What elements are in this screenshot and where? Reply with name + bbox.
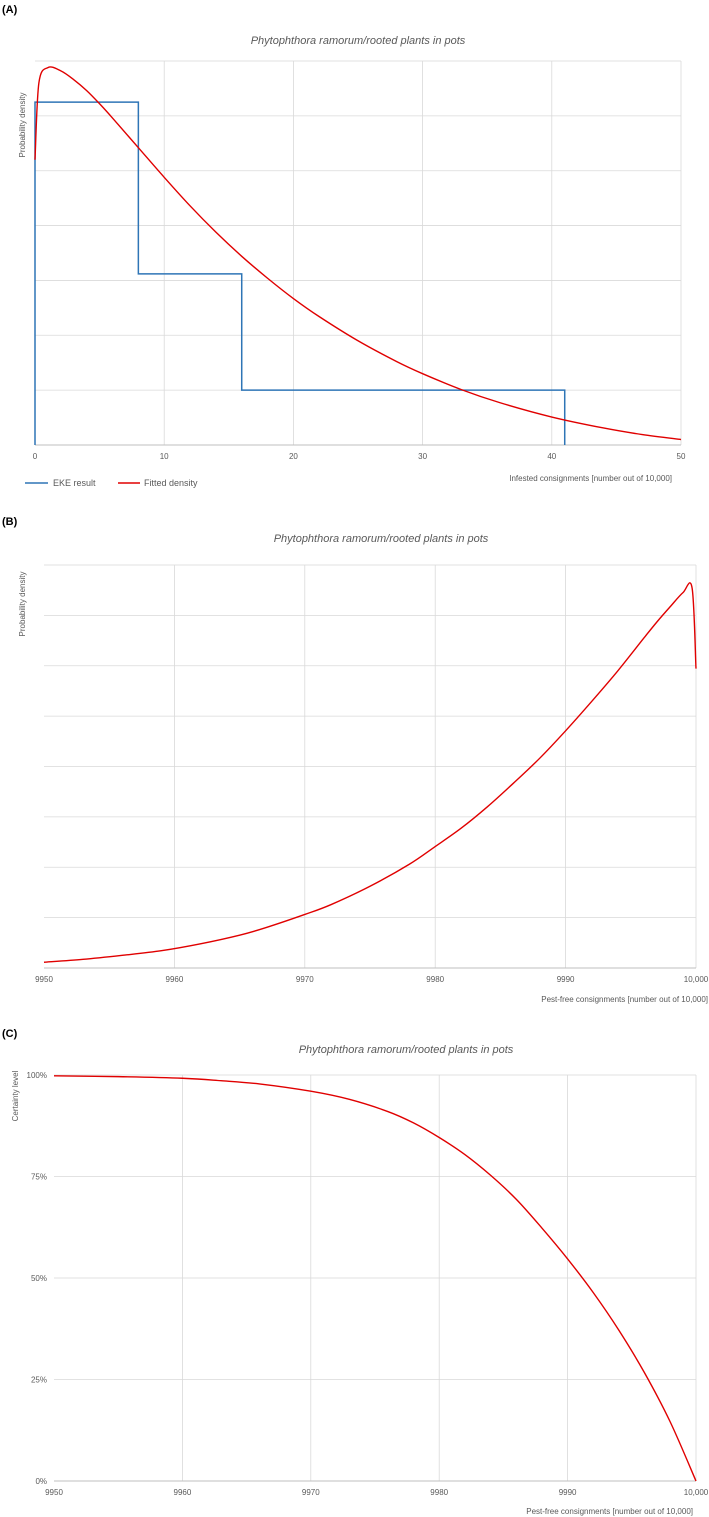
panel-b-x-tick-label: 9950 — [35, 975, 53, 984]
panel-b-x-tick-label: 10,000 — [684, 975, 709, 984]
panel-c-y-tick-label: 0% — [35, 1477, 47, 1486]
panel-a-x-tick-label: 20 — [289, 452, 298, 461]
panel-b-x-tick-label: 9970 — [296, 975, 314, 984]
panel-c-title: Phytophthora ramorum/rooted plants in po… — [299, 1044, 514, 1056]
panel-c-y-tick-label: 50% — [31, 1274, 47, 1283]
panel-c-x-tick-label: 9980 — [430, 1488, 448, 1497]
panel-c-x-tick-label: 9960 — [174, 1488, 192, 1497]
panel-b-x-tick-label: 9990 — [557, 975, 575, 984]
panel-c-x-tick-label: 9990 — [559, 1488, 577, 1497]
panel-a-x-axis-label: Infested consignments [number out of 10,… — [509, 474, 672, 483]
panel-b-y-axis-label: Probability density — [18, 572, 27, 637]
panel-c-x-tick-label: 9970 — [302, 1488, 320, 1497]
panel-c-x-tick-label: 9950 — [45, 1488, 63, 1497]
panel-c-series-certainty-level — [53, 1075, 697, 1482]
panel-a: (A) Phytophthora ramorum/rooted plants i… — [2, 4, 686, 488]
panel-a-x-tick-label: 30 — [418, 452, 427, 461]
panel-b-series-fitted-density — [43, 582, 697, 963]
legend-label-fitted-density: Fitted density — [144, 478, 198, 488]
panel-b-label: (B) — [2, 516, 18, 528]
panel-c-y-tick-label: 100% — [27, 1071, 47, 1080]
panel-a-x-tick-label: 40 — [547, 452, 556, 461]
panel-c-y-tick-label: 25% — [31, 1376, 47, 1385]
panel-b-x-tick-label: 9980 — [426, 975, 444, 984]
panel-a-x-tick-label: 0 — [33, 452, 38, 461]
panel-c: (C) Phytophthora ramorum/rooted plants i… — [2, 1028, 709, 1516]
legend-label-eke-result: EKE result — [53, 478, 96, 488]
panel-c-y-axis-label: Certainty level — [11, 1070, 20, 1121]
panel-a-legend: EKE result Fitted density — [25, 478, 198, 488]
panel-c-x-axis-label: Pest-free consignments [number out of 10… — [526, 1507, 693, 1516]
panel-b-title: Phytophthora ramorum/rooted plants in po… — [274, 533, 489, 545]
panel-c-y-tick-label: 75% — [31, 1173, 47, 1182]
panel-c-label: (C) — [2, 1028, 18, 1040]
panel-b-x-tick-label: 9960 — [166, 975, 184, 984]
panel-b-x-axis-label: Pest-free consignments [number out of 10… — [541, 995, 708, 1004]
panel-c-x-tick-label: 10,000 — [684, 1488, 709, 1497]
panel-b: (B) Phytophthora ramorum/rooted plants i… — [2, 516, 709, 1004]
panel-a-y-axis-label: Probability density — [18, 93, 27, 158]
panel-a-x-tick-label: 50 — [677, 452, 686, 461]
panel-a-label: (A) — [2, 4, 18, 16]
panel-a-title: Phytophthora ramorum/rooted plants in po… — [251, 35, 466, 47]
panel-a-series-eke-result — [34, 101, 566, 445]
panel-a-x-tick-label: 10 — [160, 452, 169, 461]
panel-a-series-fitted-density — [34, 66, 682, 441]
